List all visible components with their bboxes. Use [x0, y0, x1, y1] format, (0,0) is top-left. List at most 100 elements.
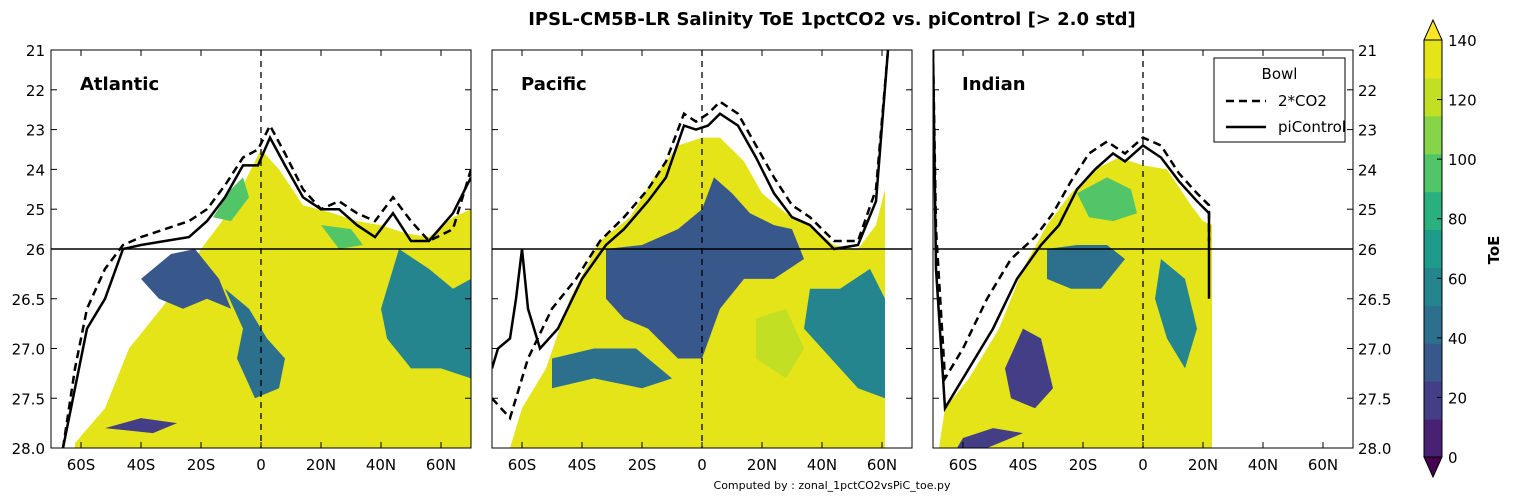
y-tick-label-right: 26 [1358, 241, 1377, 259]
toe-region-3 [381, 249, 471, 379]
colorbar-tick-label: 120 [1448, 92, 1477, 110]
y-tick-label-right: 21 [1358, 42, 1377, 60]
bowl-picontrol-line [933, 50, 1211, 413]
x-tick-label: 0 [1138, 456, 1148, 474]
y-tick-label-left: 26 [26, 241, 45, 259]
x-tick-label: 40S [1009, 456, 1038, 474]
toe-region-3 [804, 268, 885, 399]
y-tick-label-left: 24 [26, 161, 45, 179]
y-tick-label-right: 27.0 [1358, 341, 1391, 359]
colorbar-frame [1423, 39, 1443, 458]
x-tick-label: 0 [697, 456, 707, 474]
colorbar-segment [1424, 305, 1442, 344]
x-tick-label: 60S [508, 456, 537, 474]
colorbar-tick-label: 40 [1448, 330, 1467, 348]
x-tick-label: 40N [1248, 456, 1278, 474]
y-tick-label-right: 27.5 [1358, 390, 1391, 408]
toe-region-6 [321, 225, 363, 249]
toe-region-1 [141, 249, 231, 309]
x-tick-label: 0 [256, 456, 266, 474]
heatmap-layer [492, 50, 890, 448]
panels: 60S 40S 20S 0 20N 40N 60N 21 22 23 24 25 26 26.5 27.0 2… [12, 42, 1392, 474]
colorbar-segment [1424, 77, 1442, 117]
toe-region-3 [1005, 328, 1053, 409]
legend: Bowl 2*CO2 piControl [1213, 57, 1346, 143]
colorbar-segment [1424, 115, 1442, 155]
y-tick-label-left: 27.0 [12, 341, 45, 359]
toe-region-2 [225, 288, 285, 399]
colorbar-segment [1424, 267, 1442, 306]
x-tick-label: 40N [807, 456, 837, 474]
figure-title: IPSL-CM5B-LR Salinity ToE 1pctCO2 vs. pi… [528, 9, 1136, 30]
x-tick-label: 40N [366, 456, 396, 474]
toe-region-5 [957, 428, 1023, 448]
credit-text: Computed by : zonal_1pctCO2vsPiC_toe.py [714, 479, 951, 492]
toe-region-2 [552, 348, 672, 389]
colorbar-segment [1424, 191, 1442, 231]
bowl-picontrol-line [61, 134, 471, 448]
bowl-2co2-line [933, 50, 1211, 383]
colorbar-tick-label: 80 [1448, 211, 1467, 229]
colorbar-extend-top [1423, 18, 1443, 41]
legend-title: Bowl [1262, 65, 1298, 83]
toe-region-2 [1047, 245, 1125, 289]
legend-label: piControl [1278, 118, 1346, 136]
toe-region-5 [105, 418, 177, 434]
bowl-picontrol-line [492, 50, 890, 369]
y-tick-label-right: 28.0 [1358, 440, 1391, 458]
toe-region-0 [75, 149, 471, 448]
x-tick-label: 60N [1308, 456, 1338, 474]
colorbar-tick-label: 140 [1448, 32, 1477, 50]
y-tick-label-left: 27.5 [12, 390, 45, 408]
colorbar-label: ToE [1485, 236, 1503, 265]
panel-label: Pacific [521, 74, 587, 95]
x-tick-label: 60S [67, 456, 96, 474]
y-tick-label-right: 23 [1358, 122, 1377, 140]
panel-label: Atlantic [80, 74, 159, 95]
y-tick-label-left: 22 [26, 82, 45, 100]
x-tick-label: 60S [949, 456, 978, 474]
colorbar-extend-bottom [1423, 456, 1443, 479]
x-tick-label: 20N [1188, 456, 1218, 474]
x-tick-label: 40S [568, 456, 597, 474]
y-tick-label-right: 26.5 [1358, 291, 1391, 309]
y-tick-label-right: 25 [1358, 201, 1377, 219]
colorbar-tick-label: 100 [1448, 151, 1477, 169]
y-tick-label-left: 21 [26, 42, 45, 60]
colorbar-segment [1424, 381, 1442, 420]
toe-region-1 [1077, 177, 1137, 222]
toe-region-4 [213, 177, 249, 222]
colorbar-segment [1424, 419, 1442, 458]
colorbar-tick-label: 0 [1448, 449, 1458, 467]
toe-region-4 [756, 308, 804, 379]
x-tick-label: 20N [306, 456, 336, 474]
x-tick-label: 60N [426, 456, 456, 474]
panel-pacific: 60S 40S 20S 0 20N 40N 60N Pacific [491, 49, 913, 474]
colorbar-tick-label: 20 [1448, 389, 1467, 407]
panel-indian: 60S 40S 20S 0 20N 40N 60N 21 22 23 24 25 26 26.5 27.0 2… [932, 42, 1391, 474]
colorbar: 0 20 40 60 80 100 120 140 ToE [1423, 18, 1503, 479]
x-tick-label: 40S [127, 456, 156, 474]
y-tick-label-left: 25 [26, 201, 45, 219]
y-tick-label-right: 22 [1358, 82, 1377, 100]
toe-region-4 [1155, 259, 1197, 369]
colorbar-segment [1424, 153, 1442, 193]
y-tick-label-left: 28.0 [12, 440, 45, 458]
heatmap-layer [933, 50, 1212, 448]
x-tick-label: 20N [747, 456, 777, 474]
heatmap-layer [61, 122, 471, 448]
colorbar-tick-label: 60 [1448, 270, 1467, 288]
y-tick-label-left: 26.5 [12, 291, 45, 309]
colorbar-segment [1424, 343, 1442, 382]
panel-atlantic: 60S 40S 20S 0 20N 40N 60N 21 22 23 24 25 26 26.5 27.0 2… [12, 42, 472, 474]
y-tick-label-left: 23 [26, 122, 45, 140]
legend-label: 2*CO2 [1278, 92, 1327, 110]
panel-label: Indian [962, 74, 1026, 95]
x-tick-label: 20S [1069, 456, 1098, 474]
colorbar-segment [1424, 40, 1442, 79]
x-tick-label: 20S [187, 456, 216, 474]
x-tick-label: 20S [628, 456, 657, 474]
toe-region-1 [606, 177, 804, 359]
y-tick-label-right: 24 [1358, 161, 1377, 179]
